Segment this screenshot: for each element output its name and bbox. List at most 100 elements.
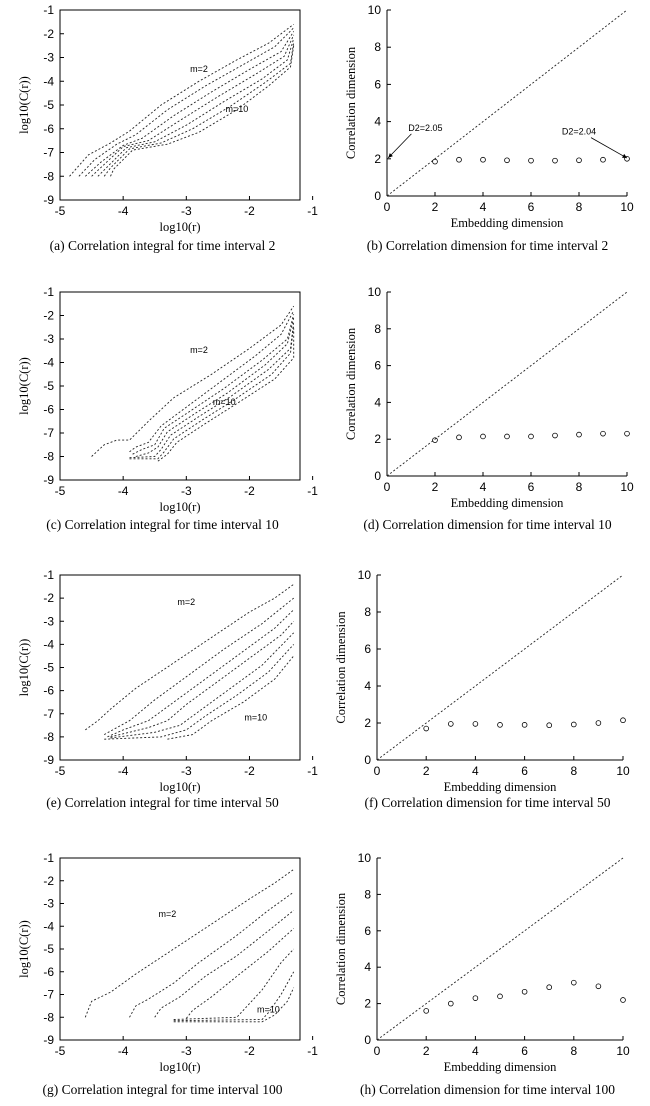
annotation-label: m=2 — [177, 597, 195, 607]
y-tick-label: -5 — [43, 661, 54, 675]
caption-b: (b) Correlation dimension for time inter… — [366, 238, 609, 253]
x-tick-label: -1 — [307, 1044, 318, 1058]
annotation-label: D2=2.04 — [562, 127, 596, 137]
x-tick-label: 8 — [576, 200, 583, 214]
panel-b: 0 2 4 6 8 10 0 2 4 6 8 10 Embedding dimension Correla… — [325, 0, 650, 240]
x-tick-label: 2 — [432, 200, 439, 214]
y-tick-label: -7 — [43, 707, 54, 721]
data-point — [432, 437, 438, 443]
correlation-curve-m6 — [129, 321, 295, 459]
x-tick-label: -3 — [181, 1044, 192, 1058]
x-tick-label: -3 — [181, 484, 192, 498]
y-tick-label: -4 — [43, 637, 54, 651]
correlation-integral-chart-g: -5 -4 -3 -2 -1 -1 -2 -3 -4 -5 -6 -7 -8 -9 log10(r) log1… — [17, 851, 318, 1074]
x-tick-label: 0 — [374, 1044, 381, 1058]
x-tick-label: -2 — [244, 764, 255, 778]
correlation-curve-m6 — [110, 632, 295, 739]
y-tick-label: 6 — [364, 924, 371, 938]
y-tick-label: -2 — [43, 27, 54, 41]
data-point — [576, 431, 582, 438]
y-tick-label: 2 — [364, 997, 371, 1011]
y-tick-label: -6 — [43, 684, 54, 698]
data-point — [432, 158, 438, 165]
y-tick-label: 10 — [368, 3, 382, 17]
data-point — [472, 995, 479, 1001]
x-tick-label: 8 — [570, 1044, 577, 1058]
data-point — [546, 984, 553, 991]
data-point — [504, 157, 510, 164]
correlation-curve-m3 — [129, 891, 294, 1018]
y-tick-label: 4 — [364, 960, 371, 974]
data-point — [571, 979, 577, 986]
correlation-curve-m5 — [185, 928, 295, 1019]
x-axis-label: log10(r) — [160, 220, 201, 234]
correlation-curve-m4 — [107, 609, 295, 738]
annotation-label: m=10 — [213, 397, 236, 407]
data-point — [480, 433, 486, 440]
data-point — [595, 720, 602, 726]
panel-h: 0 2 4 6 8 10 0 2 4 6 8 10 Embedding dimension Correla… — [325, 840, 650, 1080]
x-tick-label: 4 — [472, 1044, 479, 1058]
panel-g: -5 -4 -3 -2 -1 -1 -2 -3 -4 -5 -6 -7 -8 -9 log10(r) log1… — [0, 840, 325, 1080]
caption-c: (c) Correlation integral for time interv… — [46, 517, 279, 532]
correlation-curve-m8 — [167, 655, 295, 740]
diagonal-reference-line — [386, 291, 628, 477]
y-tick-label: -7 — [43, 146, 54, 160]
correlation-curve-m2 — [91, 305, 295, 457]
correlation-dimension-chart-b: 0 2 4 6 8 10 0 2 4 6 8 10 Embedding dimension Correla… — [344, 3, 634, 230]
x-axis-label: Embedding dimension — [451, 496, 565, 510]
x-tick-label: 2 — [423, 1044, 430, 1058]
y-tick-label: -8 — [43, 1010, 54, 1024]
correlation-curve-m7 — [129, 324, 295, 460]
y-tick-label: -3 — [43, 332, 54, 346]
correlation-curve-m2 — [69, 23, 294, 177]
diagonal-reference-line — [376, 574, 624, 761]
correlation-dimension-chart-d: 0 2 4 6 8 10 0 2 4 6 8 10 Embedding dimension Correla… — [344, 285, 634, 510]
y-tick-label: 0 — [364, 753, 371, 767]
y-tick-label: -6 — [43, 122, 54, 136]
x-tick-label: 0 — [384, 200, 391, 214]
data-point — [472, 721, 479, 727]
data-point — [497, 993, 503, 1000]
y-tick-label: 8 — [374, 322, 381, 336]
annotation-arrow — [590, 137, 628, 159]
x-axis-label: log10(r) — [160, 1060, 201, 1074]
x-tick-label: -1 — [307, 764, 318, 778]
correlation-curve-m7 — [104, 644, 295, 740]
y-tick-label: -6 — [43, 403, 54, 417]
y-tick-label: -5 — [43, 942, 54, 956]
panel-e: -5 -4 -3 -2 -1 -1 -2 -3 -4 -5 -6 -7 -8 -9 log10(r) log1… — [0, 560, 325, 800]
y-axis-label: log10(C(r)) — [17, 920, 31, 978]
annotation-arrowhead — [388, 153, 393, 158]
data-point — [576, 157, 582, 164]
correlation-curve-m5 — [91, 34, 295, 177]
correlation-curve-m4 — [84, 31, 295, 177]
annotation-arrowhead — [622, 153, 627, 159]
y-tick-label: -9 — [43, 1033, 54, 1047]
data-point — [521, 988, 528, 995]
y-tick-label: -4 — [43, 74, 54, 88]
annotation-label: m=10 — [257, 1005, 280, 1015]
y-tick-label: 2 — [374, 152, 381, 166]
data-point — [600, 156, 606, 163]
y-axis-label: Correlation dimension — [334, 611, 348, 724]
diagonal-reference-line — [376, 857, 624, 1041]
correlation-dimension-chart-f: 0 2 4 6 8 10 0 2 4 6 8 10 Embedding dimension Correla… — [334, 568, 630, 794]
annotation-label: D2=2.05 — [408, 123, 442, 133]
y-axis-label: Correlation dimension — [334, 892, 348, 1005]
y-tick-label: -9 — [43, 473, 54, 487]
y-axis-label: Correlation dimension — [344, 46, 358, 159]
caption-h: (h) Correlation dimension for time inter… — [360, 1082, 615, 1097]
data-point — [552, 432, 558, 439]
x-tick-label: -3 — [181, 764, 192, 778]
x-axis-label: log10(r) — [160, 500, 201, 514]
correlation-integral-chart-a: -5 -4 -3 -2 -1 -1 -2 -3 -4 -5 -6 -7 -8 -9 log10(r) log1… — [17, 3, 318, 234]
x-axis-label: Embedding dimension — [444, 780, 558, 794]
annotation-label: m=2 — [190, 64, 208, 74]
x-tick-label: 4 — [472, 764, 479, 778]
y-tick-label: -1 — [43, 851, 54, 865]
y-tick-label: -1 — [43, 3, 54, 17]
annotation-label: m=10 — [225, 104, 248, 114]
y-axis-label: log10(C(r)) — [17, 639, 31, 697]
data-point — [521, 722, 528, 728]
